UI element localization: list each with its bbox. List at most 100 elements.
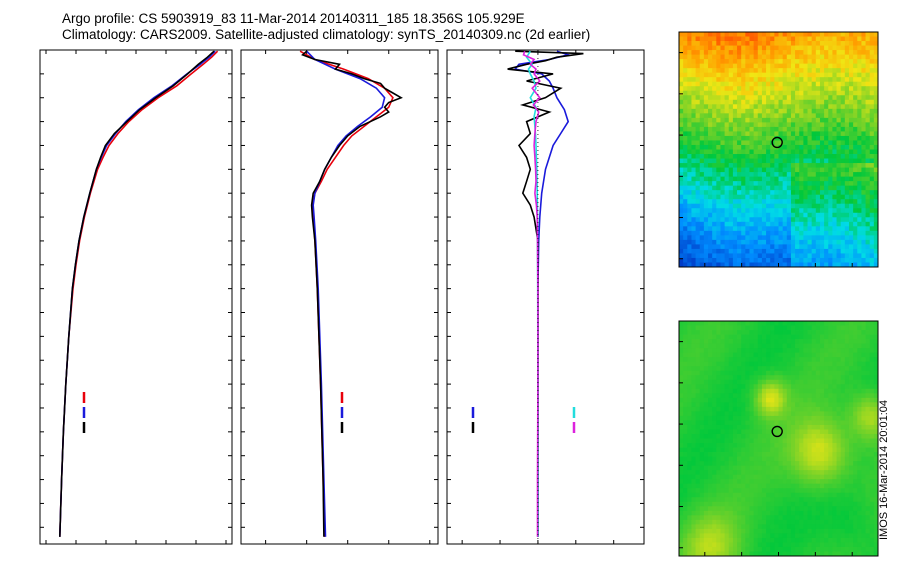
map-cell <box>844 411 850 417</box>
map-cell <box>708 86 713 92</box>
map-cell <box>766 406 771 412</box>
map-cell <box>745 167 750 173</box>
map-cell <box>840 379 846 385</box>
map-cell <box>687 54 692 60</box>
map-cell <box>848 32 854 37</box>
map-cell <box>803 357 808 363</box>
map-cell <box>770 443 775 448</box>
map-cell <box>832 357 837 363</box>
map-cell <box>778 176 784 182</box>
map-cell <box>737 375 742 381</box>
map-cell <box>728 528 734 534</box>
plot-frame <box>39 49 233 545</box>
map-cell <box>774 54 779 60</box>
map-cell <box>803 506 808 512</box>
map-cell <box>699 163 705 168</box>
map-cell <box>836 199 842 205</box>
map-cell <box>778 81 784 87</box>
map-cell <box>790 474 796 480</box>
map-cell <box>869 443 875 448</box>
map-cell <box>708 248 713 254</box>
map-cell <box>732 384 738 390</box>
map-cell <box>790 90 796 96</box>
map-cell <box>778 379 784 385</box>
map-cell <box>815 113 821 119</box>
map-cell <box>724 501 730 507</box>
map-cell <box>786 158 792 164</box>
map-cell <box>699 262 705 268</box>
map-cell <box>840 334 846 340</box>
map-cell <box>703 176 709 182</box>
map-cell <box>720 456 726 462</box>
map-cell <box>724 122 730 128</box>
map-cell <box>815 524 821 530</box>
map-cell <box>757 158 763 164</box>
map-cell <box>699 361 705 367</box>
map-cell <box>766 95 771 101</box>
map-cell <box>840 68 846 74</box>
map-cell <box>790 131 796 137</box>
map-cell <box>770 63 775 69</box>
map-cell <box>703 86 709 92</box>
map-cell <box>828 257 833 263</box>
map-cell <box>819 370 825 376</box>
map-cell <box>732 501 738 507</box>
map-cell <box>770 50 775 55</box>
map-cell <box>757 357 763 363</box>
map-cell <box>728 456 734 462</box>
map-cell <box>703 126 709 132</box>
map-cell <box>724 149 730 155</box>
map-cell <box>832 99 837 105</box>
map-cell <box>832 77 837 83</box>
map-cell <box>695 149 701 155</box>
map-cell <box>745 384 750 390</box>
map-cell <box>745 357 750 363</box>
map-cell <box>753 461 759 467</box>
map-cell <box>683 104 688 110</box>
map-cell <box>815 185 821 191</box>
map-cell <box>782 497 788 503</box>
map-cell <box>679 420 684 426</box>
map-cell <box>848 379 854 385</box>
map-cell <box>873 144 879 150</box>
map-cell <box>720 117 726 123</box>
map-cell <box>761 144 767 150</box>
map-cell <box>716 348 721 354</box>
map-cell <box>679 140 684 146</box>
map-cell <box>853 411 858 417</box>
map-cell <box>708 50 713 55</box>
map-cell <box>753 334 759 340</box>
map-cell <box>848 203 854 209</box>
map-cell <box>708 262 713 268</box>
map-cell <box>720 257 726 263</box>
map-cell <box>774 393 779 399</box>
map-cell <box>732 131 738 137</box>
map-cell <box>811 456 817 462</box>
map-cell <box>741 154 746 159</box>
map-cell <box>807 32 813 37</box>
map-cell <box>691 253 696 259</box>
map-cell <box>699 474 705 480</box>
map-cell <box>857 167 862 173</box>
map-cell <box>848 50 854 55</box>
map-cell <box>795 135 800 141</box>
map-cell <box>753 99 759 105</box>
map-cell <box>703 384 709 390</box>
map-cell <box>737 420 742 426</box>
map-cell <box>724 190 730 196</box>
map-cell <box>753 113 759 119</box>
map-cell <box>811 108 817 114</box>
map-cell <box>844 190 850 196</box>
map-cell <box>824 108 829 114</box>
map-cell <box>774 492 779 498</box>
map-cell <box>832 90 837 96</box>
map-cell <box>695 45 701 51</box>
map-cell <box>869 63 875 69</box>
map-cell <box>840 488 846 494</box>
map-cell <box>728 366 734 372</box>
map-cell <box>819 244 825 250</box>
map-cell <box>699 325 705 331</box>
map-cell <box>873 140 879 146</box>
map-cell <box>848 357 854 363</box>
map-cell <box>853 415 858 421</box>
